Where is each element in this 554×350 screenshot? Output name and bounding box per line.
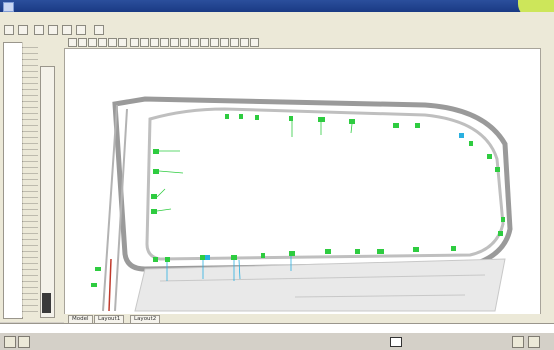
open-file-icon[interactable] [18,25,28,35]
layout-tabs: Model Layout1 Layout2 [64,314,554,324]
circle-tool-icon[interactable] [108,38,117,47]
leader-line [156,208,172,212]
main-toolbar [0,23,554,37]
drawing-canvas[interactable] [64,48,542,316]
dimension-tool-icon[interactable] [130,38,139,47]
clip-marker [225,114,229,119]
clip-marker [95,267,101,271]
undo-icon[interactable] [62,25,72,35]
body-line [159,274,486,282]
clip-marker [495,167,500,172]
clip-marker [231,255,237,260]
mirror-tool-icon[interactable] [190,38,199,47]
clip-marker [151,209,157,214]
clip-marker [153,149,159,154]
clip-marker [349,119,355,124]
door-inner-outline [145,107,505,261]
print-icon[interactable] [48,25,58,35]
clip-marker [261,253,265,258]
scroll-thumb[interactable] [42,293,51,313]
redo-icon[interactable] [76,25,86,35]
clip-marker [153,169,159,174]
leader-lines [156,121,353,212]
explode-tool-icon[interactable] [240,38,249,47]
text-tool-icon[interactable] [150,38,159,47]
layer-tree[interactable] [3,42,23,319]
body-line-2 [294,294,466,298]
left-panel [0,36,65,322]
left-scrollbar[interactable] [40,66,55,318]
zoom-icon[interactable] [94,25,104,35]
clip-marker [165,257,170,262]
clip-marker [415,123,420,128]
snap-toggle-icon[interactable] [4,336,16,348]
clip-marker [91,283,97,287]
clip-marker [289,251,295,256]
select-tool-icon[interactable] [68,38,77,47]
tray-settings-icon[interactable] [528,336,540,348]
blue-marker [459,133,464,138]
lock-icon[interactable] [512,336,524,348]
clip-marker [451,246,456,251]
array-tool-icon[interactable] [250,38,259,47]
clip-marker [393,123,399,128]
clip-marker [469,141,473,146]
pillar-outline [102,104,128,312]
fillet-tool-icon[interactable] [220,38,229,47]
clip-marker [355,249,360,254]
clip-marker [487,154,492,159]
app-icon [3,2,14,12]
clip-markers [91,114,505,287]
move-tool-icon[interactable] [160,38,169,47]
copy-tool-icon[interactable] [170,38,179,47]
hatch-tool-icon[interactable] [140,38,149,47]
clip-marker [501,217,505,222]
door-outer-outline [112,96,513,272]
grid-toggle-icon[interactable] [18,336,30,348]
leader-line [158,170,184,174]
clip-marker [200,255,207,260]
new-file-icon[interactable] [4,25,14,35]
leader-line [156,188,166,198]
leader-line [350,123,353,134]
polyline-tool-icon[interactable] [88,38,97,47]
rotate-tool-icon[interactable] [180,38,189,47]
door-drawing [91,96,513,312]
rectangle-tool-icon[interactable] [118,38,127,47]
clip-marker [498,231,503,236]
arc-tool-icon[interactable] [98,38,107,47]
clip-marker [413,247,419,252]
body-shading [134,258,506,312]
save-icon[interactable] [34,25,44,35]
status-active-toggle[interactable] [390,337,402,347]
clip-marker [151,194,157,199]
pillar-accent [108,258,112,312]
leader-line-alt [238,259,241,280]
clip-marker [239,114,243,119]
vertical-ruler [22,42,38,317]
extend-tool-icon[interactable] [210,38,219,47]
clip-marker [318,117,325,122]
right-scrollbar[interactable] [540,48,554,314]
offset-tool-icon[interactable] [230,38,239,47]
blue-marker [205,255,210,260]
clip-marker [377,249,384,254]
clip-marker [153,257,158,262]
line-tool-icon[interactable] [78,38,87,47]
clip-marker [325,249,331,254]
status-bar [0,332,554,350]
clip-marker [289,116,293,121]
trim-tool-icon[interactable] [200,38,209,47]
leader-lines-alt [166,256,292,281]
clip-marker [255,115,259,120]
title-bar [0,0,554,12]
